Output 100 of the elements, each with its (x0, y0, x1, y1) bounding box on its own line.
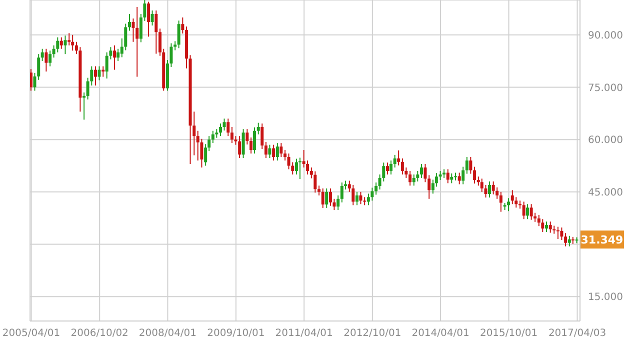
candlestick (336, 194, 340, 211)
candlestick (355, 191, 358, 206)
candlestick (359, 191, 362, 205)
y-tick-label: 75.000 (588, 82, 623, 94)
candlestick (250, 136, 253, 154)
candlestick (284, 150, 287, 161)
candlestick (560, 226, 564, 241)
candlestick (340, 182, 344, 203)
candlestick (556, 226, 560, 240)
x-tick-label: 2009/10/01 (207, 328, 265, 340)
candlestick (469, 156, 472, 174)
candlestick (177, 20, 180, 49)
candlestick (98, 66, 101, 81)
y-tick-label: 15.000 (588, 292, 623, 304)
candlestick (60, 36, 63, 50)
candlestick (541, 218, 544, 233)
candlestick (298, 157, 302, 180)
candlestick (454, 172, 457, 181)
candlestick (522, 201, 526, 220)
candlestick (507, 198, 510, 212)
candlestick (154, 10, 158, 54)
candlestick (37, 54, 40, 80)
x-tick-label: 2006/10/02 (70, 328, 128, 340)
candlestick (242, 128, 245, 159)
candlestick (499, 191, 502, 212)
candlestick (545, 221, 548, 233)
candlestick (264, 142, 268, 159)
candlestick (30, 68, 32, 92)
candlestick (128, 13, 131, 32)
candlestick (530, 204, 533, 220)
candlestick (416, 170, 420, 182)
candlestick (510, 190, 514, 205)
candlestick (318, 185, 321, 196)
candlestick (294, 158, 298, 175)
candlestick (147, 1, 150, 38)
candlestick (386, 162, 389, 175)
candlestick (473, 166, 476, 184)
y-tick-label: 45.000 (588, 187, 623, 198)
candlestick (238, 136, 242, 159)
candlestick (280, 142, 283, 158)
candlestick (40, 48, 44, 62)
candlestick (268, 144, 272, 159)
x-tick-label: 2015/10/01 (480, 328, 538, 340)
candlestick (412, 174, 416, 186)
candlestick (256, 122, 260, 135)
candlestick (408, 170, 412, 186)
y-tick-label: 60.000 (588, 135, 623, 146)
candlestick (314, 170, 317, 194)
candlestick (420, 163, 423, 178)
candlestick (389, 160, 392, 175)
candlestick (458, 172, 461, 185)
candlestick (424, 163, 427, 183)
candlestick (321, 188, 324, 208)
candlestick (71, 34, 74, 52)
candlestick (328, 188, 332, 206)
candlestick (174, 40, 177, 51)
candlestick (226, 118, 230, 137)
x-tick-label: 2005/04/01 (2, 328, 60, 340)
candlestick (564, 232, 568, 247)
candlestick (492, 180, 495, 195)
candlestick (450, 172, 454, 184)
candlestick (48, 50, 52, 67)
candlestick (64, 35, 67, 55)
candlestick (116, 48, 120, 62)
x-tick-label: 2012/10/01 (344, 328, 402, 340)
candlestick (370, 187, 374, 202)
candlestick (94, 66, 98, 86)
x-tick-label: 2008/04/01 (138, 328, 197, 340)
candlestick (136, 6, 139, 78)
candlestick (374, 182, 378, 196)
x-tick-label: 2014/04/01 (412, 328, 470, 340)
candlestick (488, 180, 491, 198)
candlestick (132, 18, 135, 42)
candlestick (446, 168, 450, 184)
candlestick (253, 126, 256, 154)
candlestick (393, 154, 396, 168)
candlestick (246, 128, 249, 145)
candlestick (397, 150, 400, 166)
candlestick (44, 48, 48, 72)
candlestick (181, 16, 184, 34)
candlestick (211, 130, 214, 144)
y-tick-label: 90.000 (588, 30, 623, 42)
candlestick (230, 126, 234, 144)
x-tick-label: 2017/04/03 (548, 328, 606, 340)
candlestick (260, 123, 264, 150)
annotation: 31.349 (580, 234, 624, 247)
candlestick (548, 221, 552, 234)
candlestick (113, 44, 116, 70)
candlestick (325, 188, 328, 208)
candlestick (438, 170, 442, 181)
candlestick (526, 204, 529, 220)
candlestick (568, 235, 571, 247)
candlestick (272, 144, 276, 161)
candlestick (276, 142, 279, 161)
x-tick-label: 2011/04/01 (275, 328, 333, 340)
candlestick (33, 72, 36, 92)
candlestick (150, 10, 154, 26)
candlestick (352, 184, 355, 206)
candlestick (222, 118, 226, 131)
candlestick (400, 158, 404, 175)
